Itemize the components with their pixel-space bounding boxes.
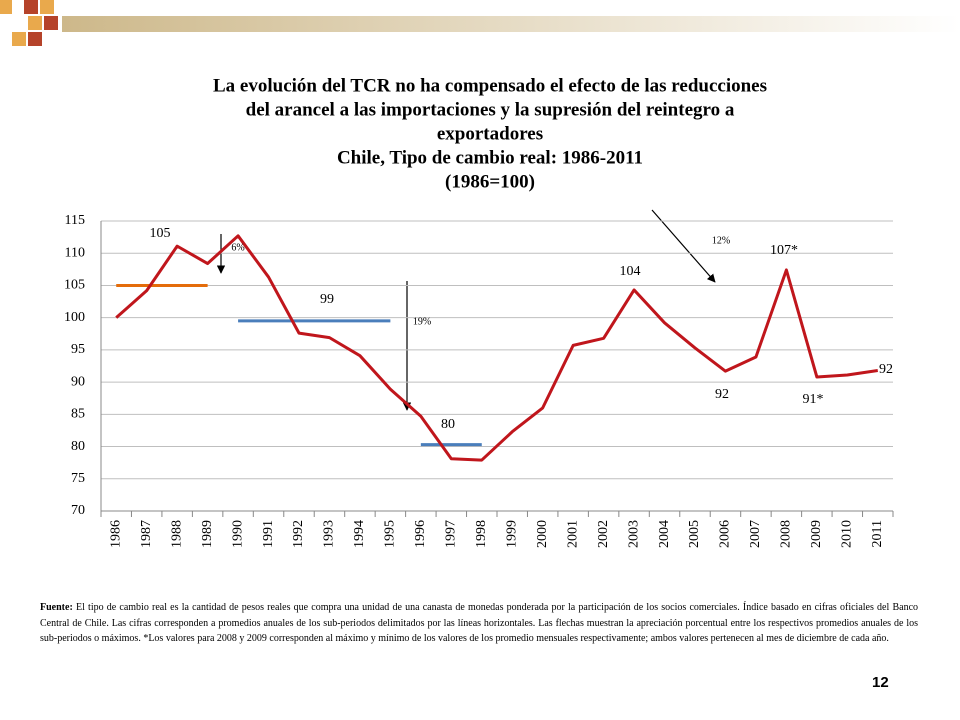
- chart-subtitle: Chile, Tipo de cambio real: 1986-2011: [337, 147, 643, 168]
- annotation: 92: [879, 362, 893, 377]
- arrow: [651, 209, 716, 283]
- y-tick-label: 105: [64, 278, 85, 293]
- x-tick-label: 2000: [535, 520, 550, 548]
- annotation: 19%: [413, 316, 431, 327]
- page-number: 12: [872, 674, 889, 691]
- chart: La evolución del TCR no ha compensado el…: [0, 0, 960, 548]
- x-tick-label: 1995: [383, 520, 398, 548]
- x-tick-label: 2005: [687, 520, 702, 548]
- x-tick-label: 1994: [352, 520, 367, 548]
- x-tick-label: 1998: [474, 520, 489, 548]
- annotation: 104: [620, 264, 641, 279]
- x-tick-label: 2008: [779, 520, 794, 548]
- annotation: 92: [715, 387, 729, 402]
- chart-subtitle: (1986=100): [445, 171, 535, 192]
- x-tick-label: 1997: [444, 520, 459, 548]
- y-tick-label: 75: [71, 471, 85, 486]
- x-tick-label: 2010: [840, 520, 855, 548]
- x-tick-label: 1992: [291, 520, 306, 548]
- x-tick-label: 1987: [139, 520, 154, 548]
- x-tick-label: 2007: [748, 520, 763, 548]
- y-tick-label: 110: [65, 245, 85, 260]
- chart-title: La evolución del TCR no ha compensado el…: [213, 75, 767, 96]
- annotation: 99: [320, 292, 334, 307]
- x-tick-label: 2004: [657, 520, 672, 548]
- y-tick-label: 95: [71, 342, 85, 357]
- footnote-label: Fuente:: [40, 602, 73, 613]
- x-tick-label: 1989: [200, 520, 215, 548]
- x-tick-label: 2011: [870, 520, 885, 547]
- x-tick-label: 1988: [169, 520, 184, 548]
- header-decoration: [0, 0, 960, 46]
- y-tick-label: 100: [64, 310, 85, 325]
- x-tick-label: 1986: [108, 520, 123, 548]
- chart-title: del arancel a las importaciones y la sup…: [246, 99, 735, 120]
- y-tick-label: 85: [71, 407, 85, 422]
- x-tick-label: 2003: [626, 520, 641, 548]
- x-tick-label: 2006: [718, 520, 733, 548]
- annotation: 12%: [712, 235, 730, 246]
- x-tick-label: 1991: [261, 520, 276, 548]
- y-tick-label: 115: [65, 213, 85, 228]
- y-tick-label: 80: [71, 439, 85, 454]
- annotation: 6%: [231, 242, 244, 253]
- y-tick-label: 90: [71, 374, 85, 389]
- x-tick-label: 2001: [565, 520, 580, 548]
- annotation: 80: [441, 417, 455, 432]
- x-tick-label: 1990: [230, 520, 245, 548]
- x-tick-label: 2002: [596, 520, 611, 548]
- annotation: 107*: [770, 243, 798, 258]
- x-tick-label: 1996: [413, 520, 428, 548]
- annotation: 105: [150, 226, 171, 241]
- data-line: [115, 234, 878, 462]
- footnote: Fuente: El tipo de cambio real es la can…: [40, 600, 918, 647]
- chart-title: exportadores: [437, 123, 543, 144]
- footnote-text: El tipo de cambio real es la cantidad de…: [40, 602, 919, 644]
- annotation: 91*: [803, 392, 824, 407]
- y-tick-label: 70: [71, 503, 85, 518]
- x-tick-label: 1999: [504, 520, 519, 548]
- x-tick-label: 2009: [809, 520, 824, 548]
- x-tick-label: 1993: [322, 520, 337, 548]
